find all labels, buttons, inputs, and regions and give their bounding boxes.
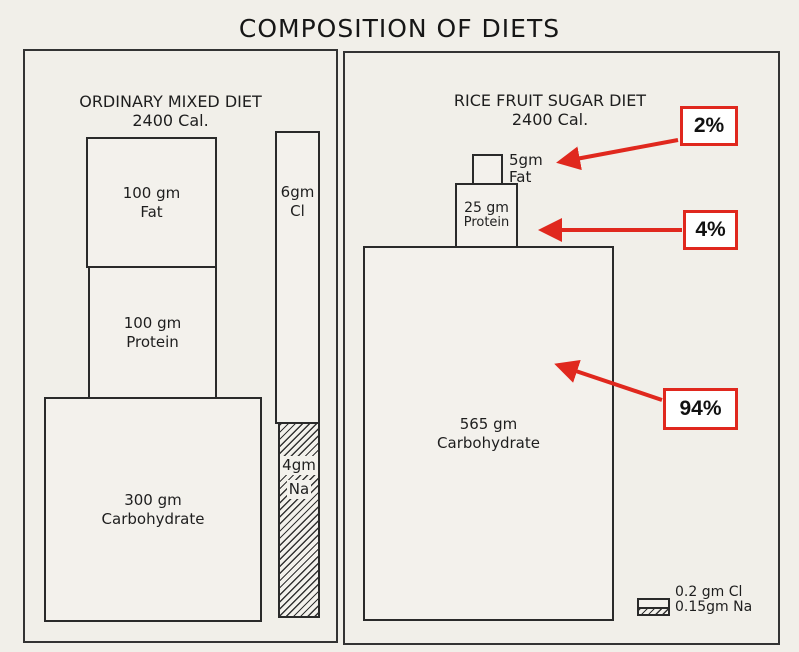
ordinary-chloride-bar: 6gm Cl	[275, 131, 320, 424]
rice-carbohydrate-amount: 565 gm	[459, 414, 518, 433]
page-title: COMPOSITION OF DIETS	[238, 14, 561, 43]
rice-fat-amount: 5gm	[509, 151, 543, 169]
rice-fat-block	[472, 154, 503, 185]
ordinary-sodium-label: Na	[286, 479, 312, 499]
rice-fat-text: 5gm Fat	[509, 152, 543, 185]
rice-diet-name: RICE FRUIT SUGAR DIET	[453, 91, 647, 110]
ordinary-protein-amount: 100 gm	[123, 313, 182, 332]
rice-fat-label: Fat	[509, 167, 532, 186]
ordinary-chloride-label: Cl	[290, 201, 305, 220]
ordinary-sodium-bar: 4gm Na	[278, 422, 320, 618]
ordinary-carbohydrate-block: 300 gm Carbohydrate	[44, 397, 262, 622]
rice-legend-text: 0.2 gm Cl 0.15gm Na	[675, 585, 752, 614]
ordinary-carbohydrate-amount: 300 gm	[124, 490, 182, 509]
ordinary-chloride-amount: 6gm	[280, 183, 315, 201]
rice-protein-label: Protein	[463, 215, 510, 231]
rice-sodium-swatch	[637, 607, 670, 616]
ordinary-carbohydrate-label: Carbohydrate	[101, 509, 205, 528]
ordinary-diet-panel	[23, 49, 338, 643]
carbohydrate-percent-callout: 94%	[663, 388, 738, 430]
rice-protein-block: 25 gm Protein	[455, 183, 518, 248]
ordinary-fat-label: Fat	[140, 202, 163, 221]
ordinary-fat-amount: 100 gm	[122, 183, 181, 202]
rice-sodium-label: 0.15gm Na	[675, 598, 753, 615]
rice-carbohydrate-block: 565 gm Carbohydrate	[363, 246, 614, 621]
rice-carbohydrate-label: Carbohydrate	[437, 433, 540, 452]
rice-chloride-label: 0.2 gm Cl	[675, 584, 743, 600]
ordinary-diet-name: ORDINARY MIXED DIET	[79, 92, 262, 111]
rice-diet-heading: RICE FRUIT SUGAR DIET 2400 Cal.	[405, 91, 695, 129]
protein-percent-callout: 4%	[683, 210, 738, 250]
rice-diet-calories: 2400 Cal.	[511, 110, 589, 130]
ordinary-sodium-amount: 4gm	[280, 456, 318, 475]
carbohydrate-callout-arrow	[554, 360, 663, 402]
ordinary-diet-heading: ORDINARY MIXED DIET 2400 Cal.	[23, 92, 318, 130]
rice-diet-panel	[343, 51, 780, 645]
rice-protein-amount: 25 gm	[464, 199, 509, 216]
ordinary-protein-label: Protein	[126, 332, 179, 351]
ordinary-fat-block: 100 gm Fat	[86, 137, 217, 268]
ordinary-protein-block: 100 gm Protein	[88, 266, 217, 399]
ordinary-diet-calories: 2400 Cal.	[132, 111, 209, 131]
fat-percent-callout: 2%	[680, 106, 738, 146]
fat-callout-arrow	[556, 138, 679, 171]
